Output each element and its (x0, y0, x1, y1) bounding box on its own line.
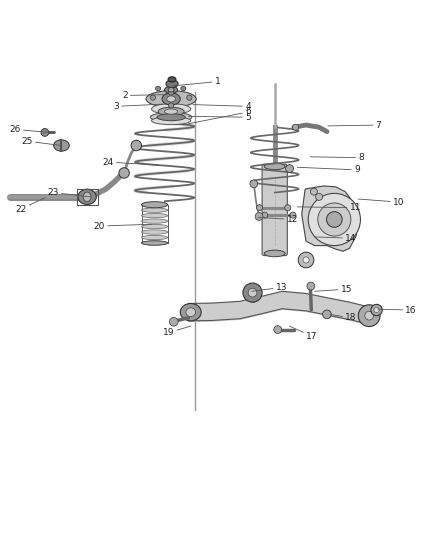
FancyBboxPatch shape (262, 164, 287, 256)
Circle shape (307, 282, 315, 290)
Text: 1: 1 (173, 77, 220, 86)
Text: 20: 20 (94, 222, 152, 231)
Circle shape (41, 128, 49, 136)
Circle shape (322, 310, 331, 319)
Circle shape (303, 257, 309, 263)
Ellipse shape (141, 224, 168, 229)
Circle shape (290, 212, 296, 218)
Text: 26: 26 (10, 125, 49, 134)
Ellipse shape (141, 213, 168, 218)
Ellipse shape (141, 208, 168, 212)
Text: 13: 13 (252, 283, 287, 292)
Text: 18: 18 (330, 313, 357, 322)
Circle shape (371, 304, 382, 316)
Ellipse shape (167, 96, 176, 102)
Ellipse shape (157, 114, 185, 120)
Text: 5: 5 (188, 112, 251, 122)
Text: 23: 23 (47, 188, 91, 197)
Circle shape (298, 252, 314, 268)
Text: 19: 19 (162, 326, 191, 337)
Ellipse shape (180, 303, 201, 321)
Circle shape (274, 326, 282, 334)
Text: 9: 9 (297, 165, 360, 174)
Ellipse shape (152, 117, 191, 125)
Circle shape (326, 212, 342, 228)
Ellipse shape (53, 140, 69, 151)
Bar (77, 189, 98, 205)
Circle shape (374, 308, 379, 313)
Ellipse shape (155, 86, 161, 91)
Text: 2: 2 (122, 91, 167, 100)
Text: 17: 17 (290, 326, 318, 341)
Ellipse shape (152, 104, 191, 114)
Circle shape (261, 212, 268, 218)
Ellipse shape (166, 80, 178, 87)
Circle shape (131, 140, 141, 151)
Circle shape (365, 311, 374, 320)
Text: 14: 14 (315, 233, 357, 243)
Ellipse shape (168, 87, 174, 92)
Text: 6: 6 (188, 108, 251, 124)
Ellipse shape (165, 86, 178, 93)
Ellipse shape (141, 230, 168, 234)
Text: 11: 11 (297, 203, 361, 212)
Circle shape (308, 193, 360, 246)
Circle shape (169, 103, 174, 108)
Ellipse shape (186, 308, 195, 317)
Circle shape (286, 165, 293, 173)
Text: 24: 24 (102, 158, 158, 166)
Polygon shape (302, 186, 357, 251)
Circle shape (243, 283, 262, 302)
Text: 25: 25 (21, 136, 61, 146)
Ellipse shape (83, 192, 91, 201)
Ellipse shape (168, 77, 176, 82)
Ellipse shape (150, 112, 192, 122)
Circle shape (311, 188, 318, 195)
Text: 3: 3 (113, 102, 162, 111)
Ellipse shape (78, 189, 96, 205)
Text: 8: 8 (311, 153, 364, 162)
Ellipse shape (181, 86, 186, 91)
Circle shape (170, 318, 178, 326)
Ellipse shape (146, 91, 196, 107)
Circle shape (250, 180, 258, 188)
Circle shape (358, 305, 380, 327)
Ellipse shape (264, 250, 285, 257)
Circle shape (119, 168, 129, 178)
Circle shape (293, 124, 299, 130)
Circle shape (318, 203, 351, 236)
Text: 10: 10 (358, 198, 405, 207)
Ellipse shape (158, 107, 184, 116)
Text: 4: 4 (193, 102, 251, 111)
Text: 22: 22 (15, 198, 45, 214)
Ellipse shape (141, 201, 168, 208)
Text: 7: 7 (328, 120, 381, 130)
Text: 15: 15 (315, 285, 352, 294)
Ellipse shape (264, 163, 285, 169)
Circle shape (150, 95, 155, 100)
Ellipse shape (141, 241, 168, 245)
Circle shape (255, 213, 263, 220)
Ellipse shape (141, 203, 168, 207)
Ellipse shape (141, 241, 168, 245)
Circle shape (316, 193, 322, 200)
Ellipse shape (165, 109, 178, 114)
Circle shape (256, 205, 262, 211)
Ellipse shape (162, 93, 180, 105)
Ellipse shape (141, 236, 168, 240)
Circle shape (169, 90, 174, 95)
Text: 16: 16 (378, 305, 417, 314)
Text: 12: 12 (258, 215, 298, 224)
Ellipse shape (141, 219, 168, 223)
Circle shape (285, 205, 291, 211)
Circle shape (187, 95, 192, 100)
Circle shape (248, 288, 257, 297)
